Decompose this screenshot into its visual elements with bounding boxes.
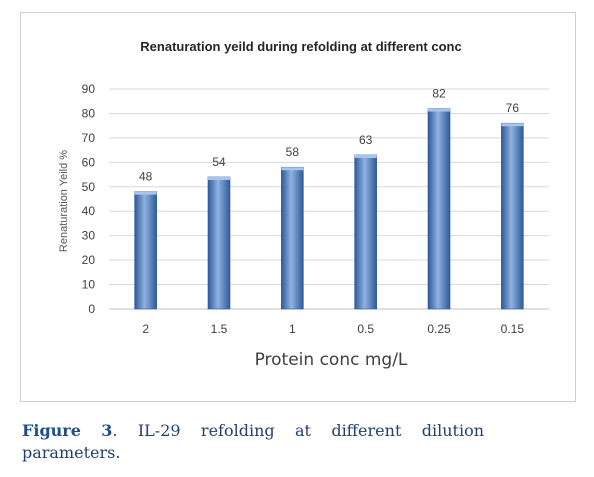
x-axis-title: Protein conc mg/L	[255, 350, 408, 370]
bar-chart: Renaturation yeild during refolding at d…	[58, 39, 549, 370]
bar-0.15	[501, 122, 524, 310]
data-label: 48	[139, 170, 153, 184]
y-tick-label: 30	[82, 229, 96, 243]
data-label: 82	[432, 87, 446, 101]
bar-top-highlight	[354, 155, 377, 158]
y-tick-label: 70	[82, 131, 96, 145]
bar-top-highlight	[208, 177, 230, 180]
y-tick-label: 80	[82, 106, 96, 120]
x-tick-label: 0.25	[427, 322, 451, 336]
caption-number: 3	[101, 421, 113, 440]
data-label: 63	[359, 133, 373, 147]
caption-label: Figure	[22, 421, 81, 440]
y-tick-label: 90	[82, 82, 96, 96]
data-label: 58	[286, 145, 300, 159]
y-tick-label: 50	[82, 180, 96, 194]
y-tick-label: 20	[82, 253, 96, 267]
bar-top-highlight	[428, 108, 450, 112]
bar-top-highlight	[501, 123, 524, 127]
x-tick-label: 2	[142, 322, 149, 336]
x-tick-label: 1.5	[211, 322, 228, 336]
x-tick-label: 0.15	[501, 322, 525, 336]
bar-2	[134, 191, 157, 310]
y-tick-label: 0	[88, 302, 95, 316]
data-label: 54	[212, 155, 226, 169]
bar-1	[281, 166, 304, 310]
figure-caption: Figure 3. IL-29 refolding at different d…	[22, 420, 484, 464]
caption-text: . IL-29 refolding at different dilution …	[22, 421, 484, 462]
bar-top-highlight	[134, 191, 157, 195]
bar-top-highlight	[281, 167, 304, 171]
bar-0.25	[427, 108, 451, 310]
y-tick-label: 10	[82, 278, 96, 292]
x-tick-label: 1	[289, 322, 296, 336]
bar-0.5	[354, 154, 377, 310]
y-tick-label: 40	[82, 204, 96, 218]
bar-1.5	[207, 176, 231, 310]
y-axis-title: Renaturation Yeild %	[58, 150, 70, 252]
x-tick-label: 0.5	[357, 322, 374, 336]
y-tick-label: 60	[82, 155, 96, 169]
chart-frame: Renaturation yeild during refolding at d…	[20, 12, 576, 402]
data-label: 76	[506, 101, 520, 115]
chart-title: Renaturation yeild during refolding at d…	[140, 39, 461, 54]
